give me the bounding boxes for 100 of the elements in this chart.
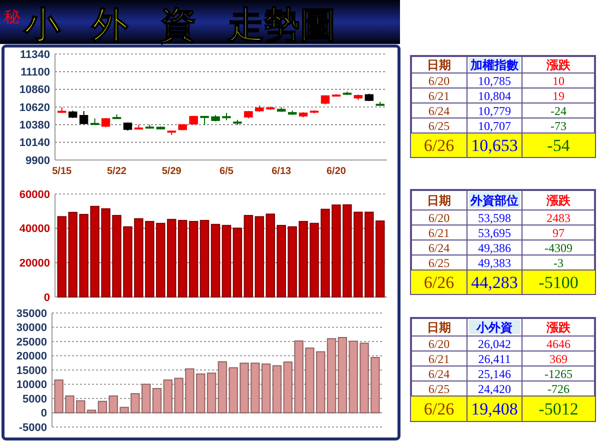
bar bbox=[218, 361, 228, 414]
x-tick-label: 5/22 bbox=[107, 166, 127, 177]
text: 10,653 bbox=[471, 136, 518, 156]
bar bbox=[338, 337, 348, 414]
y-tick-label: 10380 bbox=[19, 120, 50, 132]
y-tick-label: 0 bbox=[40, 408, 47, 420]
text: -4309 bbox=[544, 240, 572, 255]
bar bbox=[244, 214, 254, 298]
y-tick-label: 10620 bbox=[19, 102, 50, 114]
y-tick-label: 15000 bbox=[16, 364, 47, 377]
y-tick-label: 40000 bbox=[19, 223, 50, 236]
bar bbox=[222, 224, 232, 298]
text: 10,779 bbox=[478, 104, 511, 118]
text: 6/24 bbox=[428, 240, 450, 255]
y-tick-label: 10140 bbox=[19, 137, 50, 150]
bar bbox=[86, 410, 96, 414]
text: 49,383 bbox=[478, 256, 511, 270]
text: 10,804 bbox=[478, 88, 511, 103]
text: 44,283 bbox=[471, 273, 518, 292]
text: 6/25 bbox=[428, 382, 450, 396]
text: 24,420 bbox=[478, 382, 511, 396]
text: -726 bbox=[548, 382, 570, 396]
y-tick-label: 0 bbox=[44, 292, 50, 304]
text: 漲跌 bbox=[546, 193, 572, 208]
text: 外資部位 bbox=[470, 193, 518, 208]
text: 日期 bbox=[427, 193, 451, 208]
y-tick-label: 11340 bbox=[20, 48, 50, 61]
text: 6/26 bbox=[424, 273, 454, 292]
y-tick-label: 10860 bbox=[19, 84, 50, 96]
text: 4646 bbox=[546, 336, 570, 351]
text: 49,386 bbox=[478, 240, 511, 255]
text: 6/24 bbox=[428, 366, 450, 381]
text: 2483 bbox=[546, 210, 570, 225]
text: 53,695 bbox=[478, 226, 511, 240]
text: 6/26 bbox=[424, 400, 454, 419]
text: -24 bbox=[550, 104, 566, 118]
bar bbox=[206, 372, 216, 414]
text: -3 bbox=[554, 256, 564, 270]
text: 6/25 bbox=[428, 256, 450, 270]
chart-title: 小 外 資 走勢圖 bbox=[23, 4, 336, 45]
candlestick bbox=[79, 110, 88, 125]
text: 小外資 bbox=[476, 320, 512, 334]
bar bbox=[188, 220, 198, 298]
y-tick-label: 10000 bbox=[16, 379, 47, 392]
y-tick-label: 9900 bbox=[26, 154, 50, 167]
text: 6/21 bbox=[428, 352, 450, 366]
text: 6/24 bbox=[428, 104, 450, 118]
bar bbox=[152, 388, 162, 414]
text: 日期 bbox=[427, 58, 451, 72]
text: -1265 bbox=[544, 366, 572, 381]
bar bbox=[272, 365, 282, 414]
x-tick-label: 6/13 bbox=[272, 166, 292, 177]
bar bbox=[98, 400, 108, 414]
text: -54 bbox=[547, 136, 570, 156]
y-tick-label: 35000 bbox=[16, 308, 47, 320]
text: 漲跌 bbox=[546, 58, 572, 72]
text: 6/25 bbox=[428, 118, 450, 133]
text: 19 bbox=[552, 88, 564, 103]
text: 25,146 bbox=[478, 366, 511, 381]
y-tick-label: 30000 bbox=[16, 322, 47, 334]
bar bbox=[232, 228, 242, 298]
text: 97 bbox=[552, 226, 564, 240]
bar bbox=[326, 338, 336, 414]
text: 漲跌 bbox=[546, 320, 572, 334]
text: -73 bbox=[550, 118, 566, 133]
text: 6/20 bbox=[428, 210, 450, 225]
text: -5012 bbox=[538, 400, 578, 419]
text: -5100 bbox=[538, 273, 578, 292]
candlestick bbox=[320, 94, 330, 105]
y-tick-label: 5000 bbox=[22, 393, 47, 406]
text: 6/26 bbox=[424, 136, 454, 156]
y-tick-label: -5000 bbox=[18, 422, 47, 434]
text: 加權指數 bbox=[470, 58, 520, 72]
y-tick-label: 60000 bbox=[19, 188, 50, 201]
text: 6/20 bbox=[428, 74, 450, 88]
text: 26,042 bbox=[478, 336, 511, 351]
text: 53,598 bbox=[478, 210, 511, 225]
text: 6/20 bbox=[428, 336, 450, 351]
y-tick-label: 11100 bbox=[20, 66, 50, 79]
bar bbox=[210, 224, 220, 298]
text: 秘 bbox=[4, 9, 20, 26]
text: 26,411 bbox=[478, 352, 511, 366]
text: 6/21 bbox=[428, 88, 450, 103]
x-tick-label: 6/20 bbox=[326, 166, 346, 177]
text: 10,707 bbox=[478, 118, 511, 133]
x-tick-label: 6/5 bbox=[220, 166, 234, 177]
text: 10 bbox=[552, 74, 564, 88]
y-tick-label: 20000 bbox=[16, 350, 47, 363]
bar bbox=[200, 220, 210, 298]
text: 19,408 bbox=[471, 400, 518, 419]
y-tick-label: 25000 bbox=[16, 336, 47, 348]
y-tick-label: 20000 bbox=[19, 258, 50, 270]
bar bbox=[254, 216, 264, 298]
x-tick-label: 5/15 bbox=[52, 166, 72, 177]
text: 10,785 bbox=[478, 74, 511, 88]
bar bbox=[178, 220, 188, 298]
text: 369 bbox=[550, 352, 568, 366]
text: 日期 bbox=[427, 320, 451, 334]
x-tick-label: 5/29 bbox=[162, 166, 182, 177]
text: 6/21 bbox=[428, 226, 450, 240]
